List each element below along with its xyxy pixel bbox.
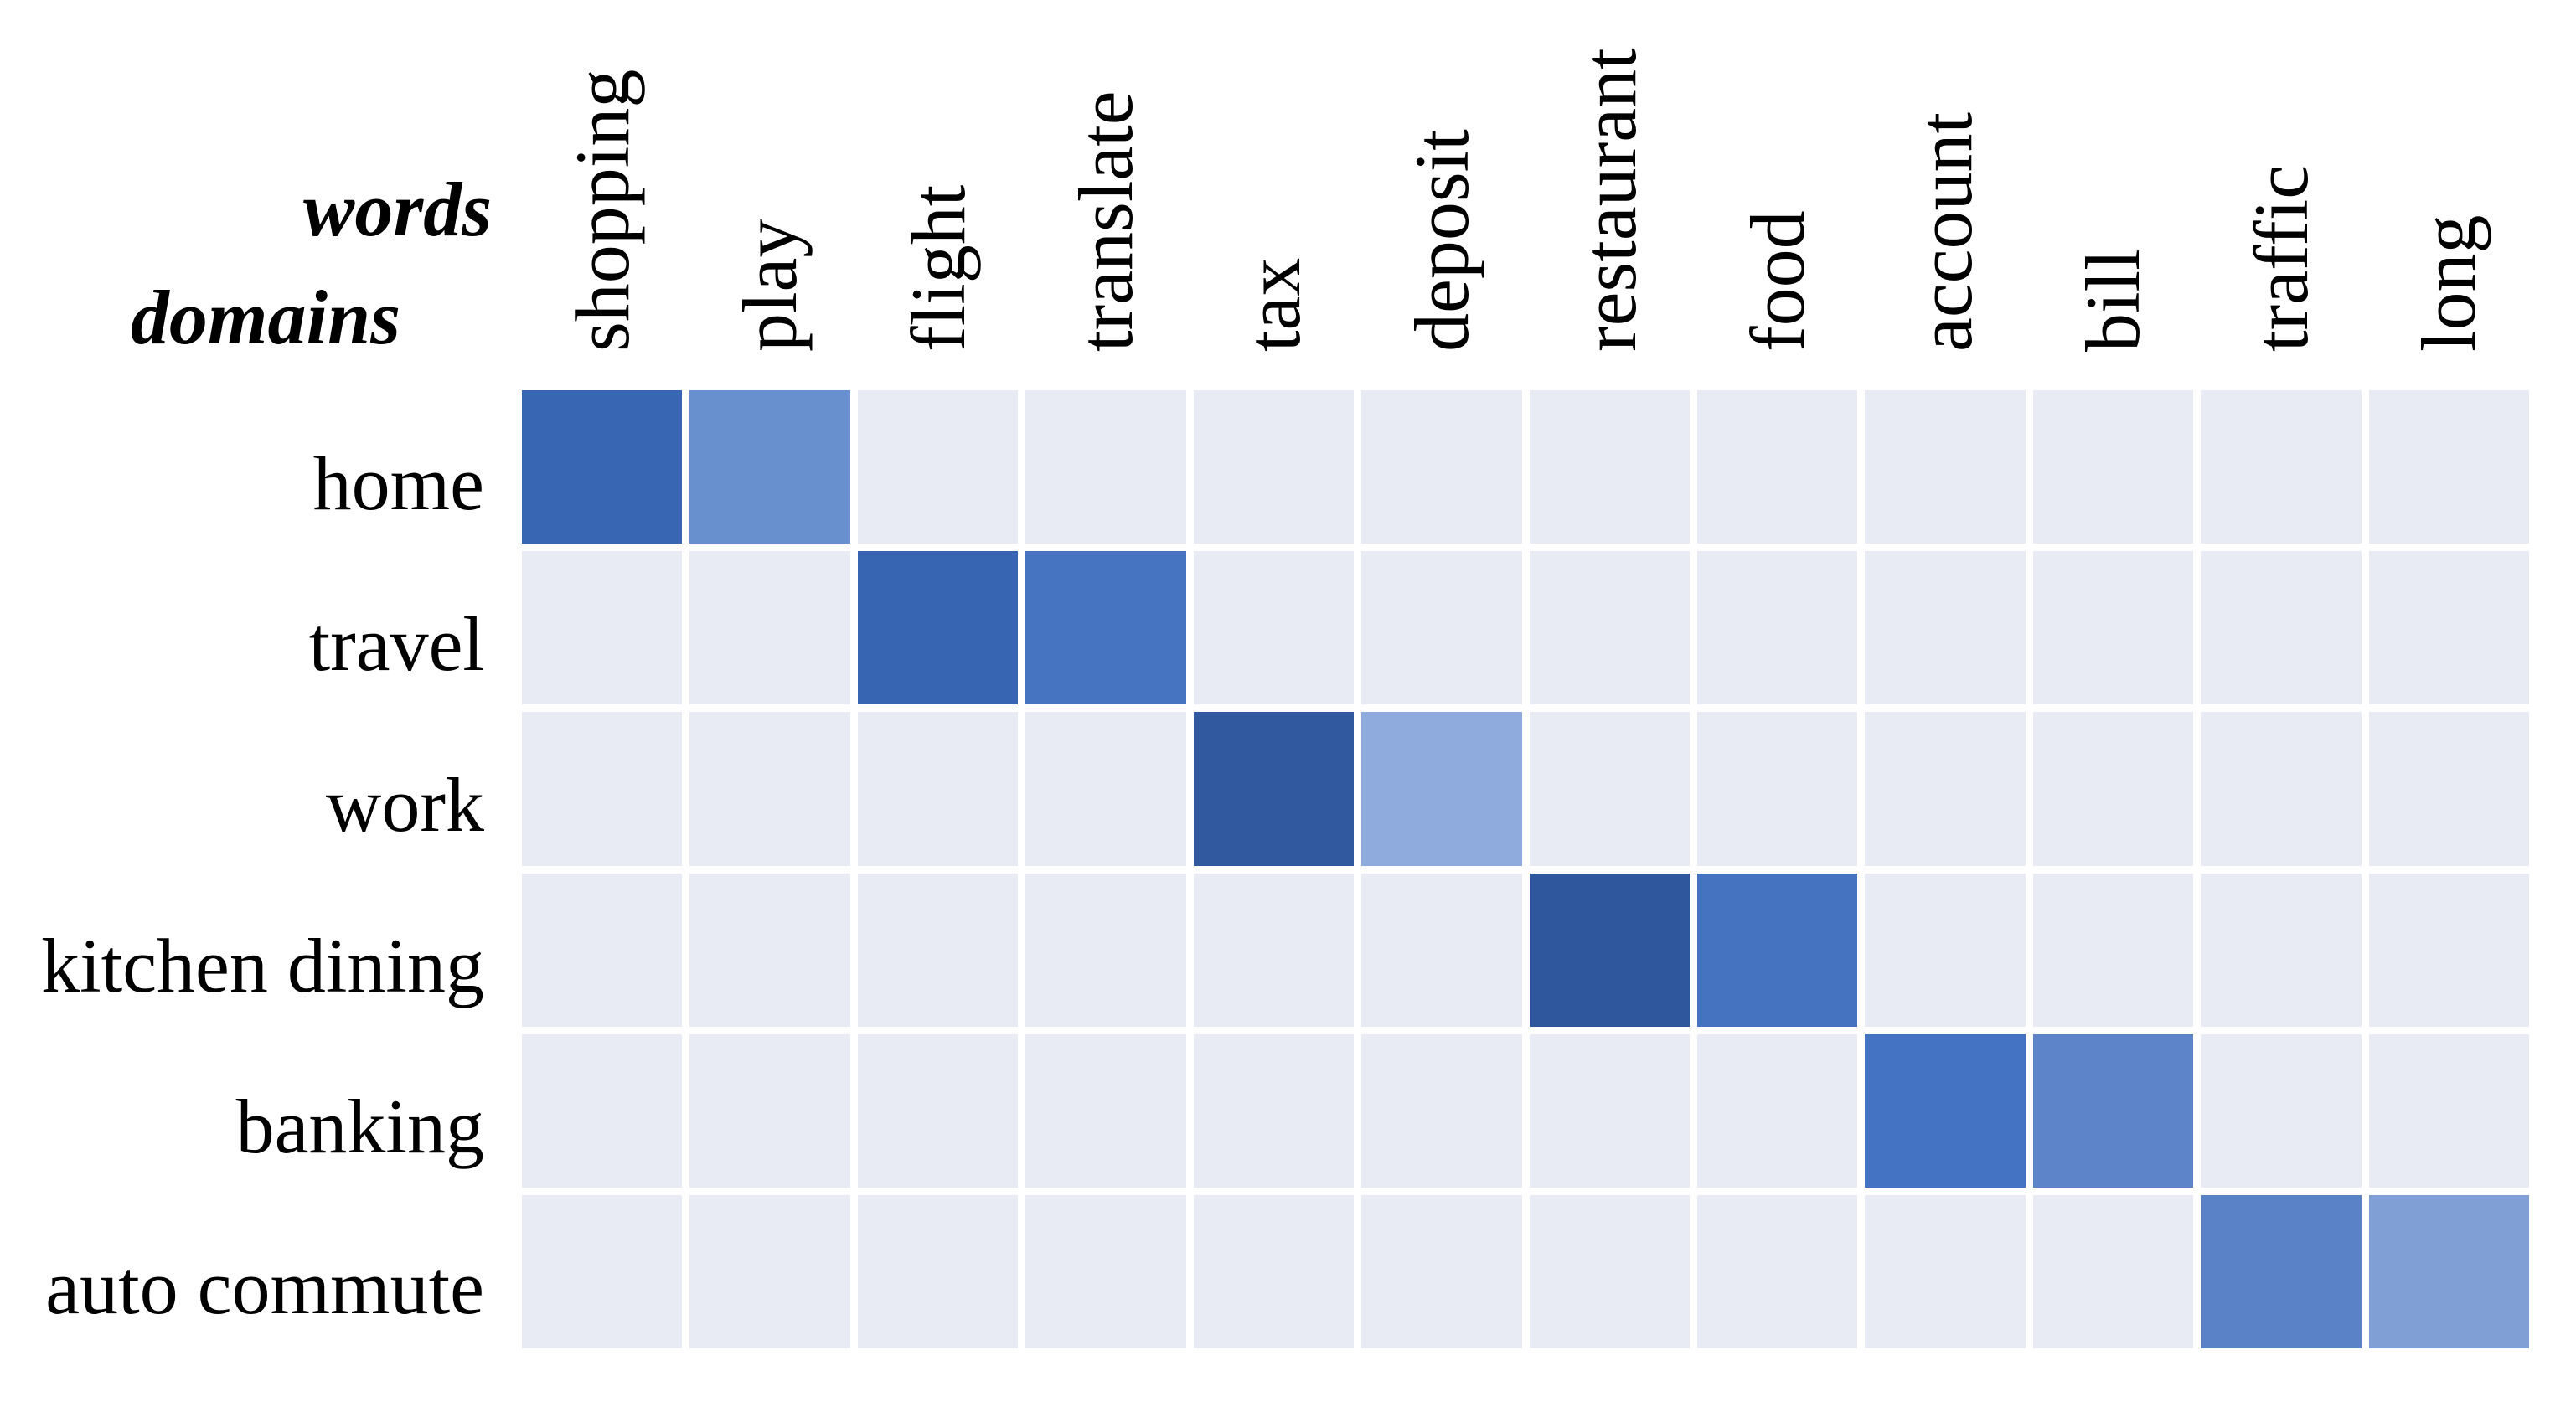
cell-auto-commute-tax (1193, 1194, 1355, 1348)
column-header-long: long (2406, 214, 2492, 352)
x-axis-title: words (303, 167, 492, 252)
cell-auto-commute-flight (857, 1194, 1019, 1348)
cell-kitchen-dining-bill (2032, 873, 2194, 1027)
cell-kitchen-dining-food (1696, 873, 1858, 1027)
cell-auto-commute-shopping (522, 1194, 683, 1348)
cell-banking-deposit (1361, 1033, 1522, 1188)
cell-kitchen-dining-flight (857, 873, 1019, 1027)
cell-travel-translate (1025, 551, 1186, 705)
cell-kitchen-dining-play (689, 873, 850, 1027)
cell-kitchen-dining-traffic (2201, 873, 2362, 1027)
row-label-kitchen-dining: kitchen dining (41, 923, 484, 1009)
row-label-home: home (312, 440, 484, 526)
column-header-translate: translate (1062, 90, 1149, 352)
cell-banking-shopping (522, 1033, 683, 1188)
cell-banking-translate (1025, 1033, 1186, 1188)
cell-home-account (1865, 390, 2026, 544)
cell-auto-commute-restaurant (1529, 1194, 1690, 1348)
cell-home-play (689, 390, 850, 544)
heatmap-grid (522, 390, 2529, 1348)
cell-work-deposit (1361, 712, 1522, 866)
cell-banking-bill (2032, 1033, 2194, 1188)
cell-travel-flight (857, 551, 1019, 705)
column-header-account: account (1902, 111, 1989, 352)
cell-kitchen-dining-account (1865, 873, 2026, 1027)
cell-work-translate (1025, 712, 1186, 866)
cell-work-play (689, 712, 850, 866)
cell-kitchen-dining-restaurant (1529, 873, 1690, 1027)
cell-work-account (1865, 712, 2026, 866)
row-label-travel: travel (308, 600, 484, 687)
cell-auto-commute-translate (1025, 1194, 1186, 1348)
cell-auto-commute-account (1865, 1194, 2026, 1348)
column-header-bill: bill (2070, 249, 2156, 352)
cell-auto-commute-bill (2032, 1194, 2194, 1348)
cell-home-long (2368, 390, 2529, 544)
cell-auto-commute-traffic (2201, 1194, 2362, 1348)
cell-home-deposit (1361, 390, 1522, 544)
cell-kitchen-dining-long (2368, 873, 2529, 1027)
cell-banking-play (689, 1033, 850, 1188)
cell-home-flight (857, 390, 1019, 544)
cell-work-shopping (522, 712, 683, 866)
cell-work-bill (2032, 712, 2194, 866)
cell-kitchen-dining-translate (1025, 873, 1186, 1027)
cell-banking-long (2368, 1033, 2529, 1188)
cell-home-food (1696, 390, 1858, 544)
cell-home-translate (1025, 390, 1186, 544)
cell-auto-commute-long (2368, 1194, 2529, 1348)
cell-banking-traffic (2201, 1033, 2362, 1188)
column-header-restaurant: restaurant (1567, 48, 1653, 352)
row-label-auto-commute: auto commute (45, 1245, 484, 1331)
cell-home-bill (2032, 390, 2194, 544)
cell-banking-account (1865, 1033, 2026, 1188)
cell-travel-shopping (522, 551, 683, 705)
cell-banking-tax (1193, 1033, 1355, 1188)
column-header-food: food (1734, 210, 1820, 352)
cell-work-food (1696, 712, 1858, 866)
cell-work-tax (1193, 712, 1355, 866)
cell-work-traffic (2201, 712, 2362, 866)
y-axis-title: domains (130, 275, 400, 360)
cell-kitchen-dining-deposit (1361, 873, 1522, 1027)
cell-kitchen-dining-shopping (522, 873, 683, 1027)
column-header-play: play (727, 219, 813, 352)
cell-travel-long (2368, 551, 2529, 705)
cell-travel-food (1696, 551, 1858, 705)
column-header-flight: flight (895, 184, 981, 352)
cell-banking-flight (857, 1033, 1019, 1188)
cell-travel-play (689, 551, 850, 705)
cell-auto-commute-play (689, 1194, 850, 1348)
column-header-deposit: deposit (1398, 129, 1484, 352)
cell-auto-commute-deposit (1361, 1194, 1522, 1348)
column-header-tax: tax (1231, 257, 1317, 352)
cell-travel-restaurant (1529, 551, 1690, 705)
row-label-banking: banking (235, 1084, 484, 1170)
cell-banking-restaurant (1529, 1033, 1690, 1188)
cell-home-shopping (522, 390, 683, 544)
cell-work-flight (857, 712, 1019, 866)
cell-home-traffic (2201, 390, 2362, 544)
cell-auto-commute-food (1696, 1194, 1858, 1348)
cell-banking-food (1696, 1033, 1858, 1188)
cell-travel-tax (1193, 551, 1355, 705)
cell-kitchen-dining-tax (1193, 873, 1355, 1027)
column-header-traffic: traffic (2238, 164, 2324, 352)
cell-travel-account (1865, 551, 2026, 705)
cell-home-tax (1193, 390, 1355, 544)
cell-home-restaurant (1529, 390, 1690, 544)
row-label-work: work (325, 761, 484, 848)
cell-travel-traffic (2201, 551, 2362, 705)
column-header-shopping: shopping (559, 69, 645, 352)
cell-travel-bill (2032, 551, 2194, 705)
cell-work-restaurant (1529, 712, 1690, 866)
cell-travel-deposit (1361, 551, 1522, 705)
cell-work-long (2368, 712, 2529, 866)
